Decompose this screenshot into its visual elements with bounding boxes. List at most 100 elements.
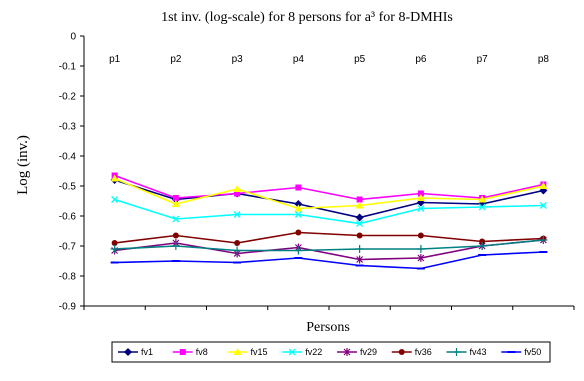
- data-point-fv36: [172, 232, 179, 239]
- series-line-fv22: [114, 198, 544, 225]
- series-line-fv36: [114, 231, 544, 244]
- series-fv50: [110, 251, 548, 270]
- data-point-fv22: [111, 196, 119, 203]
- data-point-fv8: [417, 190, 424, 197]
- data-point-fv15: [233, 185, 242, 192]
- data-point-fv8: [356, 196, 363, 203]
- category-label-p3: p3: [232, 54, 244, 65]
- data-point-fv15: [416, 194, 425, 201]
- data-point-fv22: [478, 203, 486, 211]
- series-line-fv1: [114, 179, 544, 219]
- legend-label: fv15: [251, 347, 268, 357]
- data-point-fv43: [171, 242, 180, 250]
- data-point-fv22: [172, 215, 180, 223]
- y-tick-label: -0.1: [59, 62, 77, 73]
- legend: fv1 fv8 fv15 fv22 fv29 fv36 fv43 fv50: [111, 341, 551, 363]
- category-label-p4: p4: [293, 54, 305, 65]
- series-line-fv29: [114, 239, 544, 261]
- legend-marker: [124, 348, 132, 356]
- data-point-fv8: [234, 190, 241, 197]
- data-point-fv43: [355, 245, 364, 253]
- legend-label: fv8: [196, 347, 208, 357]
- data-point-fv43: [294, 246, 303, 255]
- category-label-p1: p1: [109, 54, 121, 65]
- legend-label: fv29: [360, 347, 377, 357]
- data-point-fv43: [233, 246, 242, 255]
- legend-marker: [343, 348, 351, 356]
- legend-item-fv43: fv43: [446, 347, 487, 357]
- data-point-fv1: [355, 213, 364, 222]
- x-axis-label: Persons: [306, 320, 350, 335]
- legend-marker: [233, 348, 242, 355]
- category-label-p2: p2: [170, 54, 182, 65]
- data-point-fv15: [171, 200, 180, 207]
- y-tick-label: -0.8: [59, 272, 77, 283]
- data-point-fv43: [110, 245, 119, 253]
- legend-item-fv15: fv15: [227, 347, 268, 357]
- y-tick-label: 0: [70, 32, 76, 43]
- series-group: [110, 172, 548, 270]
- data-point-fv8: [295, 184, 302, 191]
- data-point-fv22: [294, 211, 302, 218]
- data-point-fv36: [234, 240, 241, 246]
- data-point-fv43: [539, 236, 548, 244]
- category-label-p7: p7: [477, 54, 489, 65]
- data-point-fv1: [294, 200, 303, 208]
- data-point-fv36: [479, 238, 486, 245]
- data-point-fv43: [478, 242, 487, 250]
- legend-box: [111, 341, 551, 363]
- legend-item-fv8: fv8: [172, 347, 208, 357]
- data-point-fv15: [355, 201, 364, 209]
- series-line-fv8: [114, 174, 544, 201]
- data-point-fv22: [356, 220, 364, 227]
- legend-label: fv36: [415, 347, 432, 357]
- series-fv43: [110, 236, 548, 255]
- y-tick-label: -0.4: [59, 152, 77, 163]
- legend-label: fv1: [141, 347, 153, 357]
- y-tick-label: -0.9: [59, 302, 77, 313]
- data-point-fv15: [110, 174, 119, 182]
- legend-item-fv29: fv29: [337, 347, 377, 357]
- category-label-p6: p6: [415, 54, 427, 65]
- data-point-fv36: [417, 232, 424, 239]
- data-point-fv8: [172, 195, 179, 201]
- data-point-fv15: [478, 195, 487, 203]
- legend-marker: [398, 349, 405, 355]
- data-point-fv15: [294, 204, 303, 212]
- legend-item-fv50: fv50: [501, 347, 541, 357]
- category-label-p5: p5: [354, 54, 366, 65]
- legend-label: fv22: [305, 347, 322, 357]
- data-point-fv22: [233, 211, 241, 218]
- series-line-fv50: [114, 251, 544, 270]
- data-point-fv36: [295, 229, 302, 236]
- y-tick-label: -0.7: [59, 242, 77, 253]
- y-tick-label: -0.5: [59, 182, 77, 193]
- legend-label: fv50: [524, 347, 541, 357]
- y-axis-label: Log (inv.): [15, 135, 31, 195]
- category-label-p8: p8: [538, 54, 550, 65]
- axes: [83, 36, 574, 307]
- y-tick-label: -0.3: [59, 122, 77, 133]
- data-point-fv22: [417, 205, 425, 212]
- data-point-fv29: [417, 254, 425, 262]
- y-tick-label: -0.2: [59, 92, 77, 103]
- category-labels: p1 p2 p3 p4 p5 p6 p7 p8: [83, 54, 575, 310]
- legend-marker: [179, 349, 186, 355]
- series-line-fv15: [114, 177, 544, 210]
- legend-marker: [288, 348, 296, 356]
- legend-marker: [452, 348, 461, 356]
- data-point-fv36: [356, 232, 363, 239]
- series-fv22: [111, 196, 547, 227]
- legend-item-fv1: fv1: [118, 347, 153, 357]
- chart-title: 1st inv. (log-scale) for 8 persons for a…: [161, 10, 453, 25]
- data-point-fv43: [416, 245, 425, 253]
- series-line-fv43: [114, 239, 544, 252]
- data-point-fv36: [111, 240, 118, 246]
- data-point-fv15: [539, 182, 548, 189]
- y-tick-label: -0.6: [59, 212, 77, 223]
- legend-label: fv43: [470, 347, 487, 357]
- data-point-fv22: [539, 202, 547, 209]
- legend-item-fv22: fv22: [282, 347, 322, 357]
- y-ticks: 0 -0.1 -0.2 -0.3 -0.4 -0.5 -0.6 -0.7 -0.8 -0.9: [59, 32, 84, 313]
